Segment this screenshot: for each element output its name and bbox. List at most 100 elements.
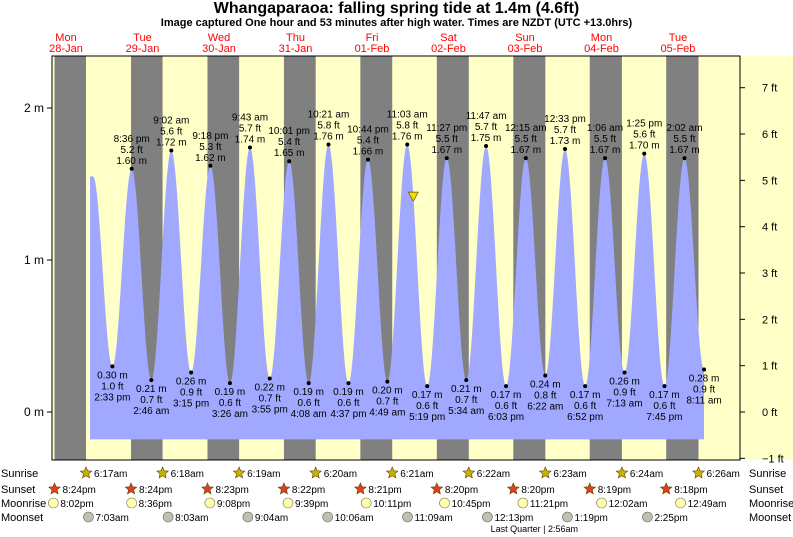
sunrise-star-icon [156, 466, 170, 479]
low-tide-point [227, 381, 232, 386]
sunset-star-icon [430, 482, 444, 495]
right-axis-tick-label: 2 ft [762, 314, 777, 326]
low-tide-time-label: 4:37 pm [330, 409, 366, 420]
low-tide-ft-label: 0.6 ft [653, 401, 675, 412]
low-tide-time-label: 3:15 pm [173, 398, 209, 409]
day-name-label: Thu [286, 32, 305, 44]
high-tide-m-label: 1.67 m [590, 145, 621, 156]
moonset-icon [322, 511, 333, 523]
low-tide-point [425, 384, 430, 389]
moonset-icon [83, 511, 94, 523]
sunrise-row-label-right: Sunrise [749, 468, 786, 480]
right-axis-tick-label: 5 ft [762, 175, 777, 187]
high-tide-m-label: 1.67 m [511, 145, 542, 156]
moonrise-row-label-left: Moonrise [1, 498, 46, 510]
high-tide-ft-label: 5.8 ft [396, 120, 418, 131]
day-name-label: Sat [440, 32, 457, 44]
moonrise-icon [204, 497, 216, 509]
high-tide-point [484, 144, 489, 148]
left-axis-tick-label: 1 m [24, 253, 44, 267]
right-axis-tick-label: 4 ft [762, 222, 777, 234]
current-tide-marker [407, 191, 419, 203]
moonrise-icon [675, 497, 686, 509]
high-tide-m-label: 1.74 m [235, 135, 266, 146]
high-tide-m-label: 1.70 m [629, 141, 660, 152]
high-tide-ft-label: 5.4 ft [357, 136, 379, 147]
low-tide-m-label: 0.24 m [530, 380, 561, 391]
low-tide-point [543, 373, 548, 378]
moonset-row-label-right: Moonset [749, 512, 791, 524]
high-tide-m-label: 1.65 m [274, 148, 305, 159]
low-tide-point [504, 384, 509, 389]
low-tide-m-label: 0.19 m [215, 387, 246, 398]
high-tide-ft-label: 5.2 ft [121, 145, 143, 156]
low-tide-point [189, 370, 194, 375]
sunrise-time: 6:23am [553, 469, 586, 480]
moonset-icon [162, 511, 174, 523]
low-tide-ft-label: 0.7 ft [455, 395, 477, 406]
day-date-label: 31‑Jan [279, 43, 313, 55]
sunset-time: 8:24pm [139, 485, 172, 496]
high-tide-time-label: 10:44 pm [347, 125, 389, 136]
low-tide-time-label: 5:19 pm [409, 412, 445, 423]
sunrise-time: 6:20am [324, 469, 357, 480]
high-tide-ft-label: 5.7 ft [239, 124, 261, 135]
sunrise-row-label-left: Sunrise [1, 468, 38, 480]
low-tide-point [306, 381, 311, 386]
moonset-time: 11:09am [415, 513, 453, 524]
moonrise-time: 10:45pm [452, 499, 491, 510]
high-tide-time-label: 10:01 pm [268, 126, 310, 137]
day-date-label: 04‑Feb [584, 43, 619, 55]
high-tide-time-label: 8:36 pm [114, 134, 150, 145]
sunset-time: 8:22pm [292, 485, 325, 496]
low-tide-ft-label: 0.9 ft [693, 384, 715, 395]
sunrise-star-icon [385, 466, 399, 479]
low-tide-ft-label: 0.6 ft [337, 398, 359, 409]
low-tide-time-label: 6:22 am [527, 402, 563, 413]
day-name-label: Fri [366, 32, 379, 44]
moonset-time: 7:03am [95, 513, 128, 524]
low-tide-ft-label: 0.9 ft [613, 387, 635, 398]
high-tide-m-label: 1.60 m [116, 156, 147, 167]
moon-phase-label: Last Quarter | 2:56am [491, 524, 578, 534]
high-tide-time-label: 9:18 pm [192, 131, 228, 142]
high-tide-time-label: 1:06 am [587, 123, 623, 134]
high-tide-point [247, 145, 252, 150]
moonset-icon [562, 511, 573, 523]
sunset-star-icon [277, 482, 291, 495]
low-tide-m-label: 0.19 m [333, 387, 364, 398]
tide-curve-area [90, 144, 704, 440]
moonrise-row-label-right: Moonrise [749, 498, 793, 510]
right-axis-tick-label: 0 ft [762, 407, 777, 419]
low-tide-point [110, 364, 115, 369]
high-tide-time-label: 12:33 pm [544, 114, 586, 125]
high-tide-time-label: 9:43 am [232, 113, 268, 124]
moonrise-icon [360, 497, 372, 509]
moonrise-icon [596, 497, 607, 509]
moonset-icon [642, 511, 653, 523]
low-tide-time-label: 4:49 am [369, 408, 405, 419]
chart-title: Whangaparaoa: falling spring tide at 1.4… [213, 0, 580, 17]
right-margin-band [740, 56, 793, 460]
high-tide-point [523, 156, 528, 161]
right-axis-tick-label: 3 ft [762, 268, 777, 280]
sunset-time: 8:21pm [368, 485, 401, 496]
high-tide-time-label: 11:47 am [466, 111, 507, 122]
high-tide-time-label: 12:15 am [505, 123, 547, 134]
high-tide-m-label: 1.62 m [195, 153, 226, 164]
high-tide-m-label: 1.67 m [669, 145, 700, 156]
high-tide-point [682, 156, 687, 161]
sunrise-star-icon [309, 466, 323, 479]
sunset-time: 8:20pm [521, 485, 554, 496]
high-tide-ft-label: 5.5 ft [673, 134, 695, 145]
moonrise-icon [126, 497, 137, 509]
day-date-label: 05‑Feb [661, 43, 696, 55]
moonrise-icon [517, 497, 529, 509]
low-tide-ft-label: 0.7 ft [259, 394, 281, 405]
low-tide-m-label: 0.22 m [254, 383, 285, 394]
day-name-label: Tue [669, 32, 688, 44]
high-tide-time-label: 11:03 am [387, 109, 428, 120]
sunrise-time: 6:24am [630, 469, 663, 480]
